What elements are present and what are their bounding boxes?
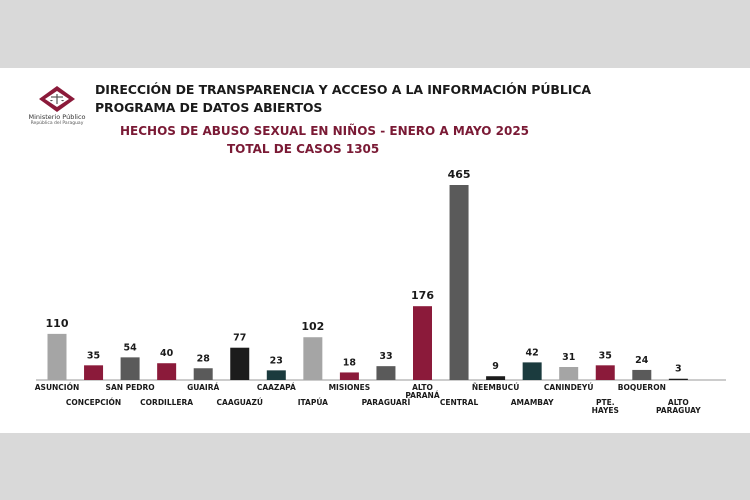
chart-subtitle: TOTAL DE CASOS 1305: [227, 142, 380, 156]
category-label-itapua: ITAPÚA: [298, 398, 328, 407]
category-label-misiones: MISIONES: [329, 383, 371, 392]
value-label-itapua: 102: [301, 320, 324, 333]
org-line-2: PROGRAMA DE DATOS ABIERTOS: [95, 100, 323, 115]
category-label-concepcion: CONCEPCIÓN: [66, 398, 121, 407]
value-label-amambay: 42: [526, 347, 539, 358]
category-label-alto-parana-line2: PARANÁ: [405, 391, 439, 400]
bar-neembucu: [486, 376, 506, 380]
category-label-san-pedro: SAN PEDRO: [106, 383, 155, 392]
value-label-canindeyu: 31: [562, 352, 575, 363]
value-label-san-pedro: 54: [123, 342, 137, 353]
ministerio-logo: Ministerio Público República del Paragua…: [22, 85, 92, 133]
value-label-alto-parana: 176: [411, 289, 434, 302]
value-label-misiones: 18: [343, 357, 357, 368]
category-label-paraguari: PARAGUARÍ: [362, 398, 411, 407]
org-line-1: DIRECCIÓN DE TRANSPARENCIA Y ACCESO A LA…: [95, 82, 591, 97]
bar-chart: 110 ASUNCIÓN 35 CONCEPCIÓN 54 SAN PEDRO 40 CORD…: [35, 168, 726, 415]
bar-itapua: [303, 337, 323, 380]
bar-central: [449, 185, 469, 380]
bar-canindeyu: [559, 367, 579, 380]
category-label-pte-hayes-line2: HAYES: [592, 406, 619, 415]
category-label-central: CENTRAL: [440, 398, 479, 407]
category-label-pte-hayes-line1: PTE.: [596, 398, 615, 407]
value-label-asuncion: 110: [46, 317, 69, 330]
value-label-alto-paraguay: 3: [675, 364, 682, 375]
value-label-concepcion: 35: [87, 350, 100, 361]
value-label-central: 465: [448, 168, 471, 181]
value-label-caazapa: 23: [270, 355, 283, 366]
value-label-paraguari: 33: [379, 351, 392, 362]
category-label-alto-paraguay-line1: ALTO: [668, 398, 689, 407]
chart-title: HECHOS DE ABUSO SEXUAL EN NIÑOS - ENERO …: [120, 124, 530, 138]
category-label-alto-parana-line1: ALTO: [412, 383, 433, 392]
value-label-boqueron: 24: [635, 355, 649, 366]
category-label-caazapa: CAAZAPÁ: [257, 383, 296, 392]
category-label-canindeyu: CANINDEYÚ: [544, 383, 594, 392]
bar-san-pedro: [120, 357, 140, 380]
category-label-asuncion: ASUNCIÓN: [35, 383, 80, 392]
logo-subtitle: República del Paraguay: [30, 121, 84, 126]
value-label-pte-hayes: 35: [599, 350, 612, 361]
bar-alto-paraguay: [668, 378, 688, 380]
value-label-neembucu: 9: [492, 361, 499, 372]
category-label-boqueron: BOQUERON: [618, 383, 666, 392]
bar-alto-parana: [413, 306, 432, 380]
category-label-caaguazu: CAAGUAZÚ: [217, 398, 263, 407]
category-label-alto-paraguay-line2: PARAGUAY: [656, 406, 701, 415]
bar-paraguari: [376, 366, 396, 380]
category-label-guaira: GUAIRÁ: [187, 383, 219, 392]
category-label-cordillera: CORDILLERA: [140, 398, 193, 407]
bar-caazapa: [266, 370, 286, 380]
category-label-neembucu: ÑEEMBUCÚ: [472, 383, 519, 392]
category-label-amambay: AMAMBAY: [511, 398, 554, 407]
bar-pte-hayes: [595, 365, 615, 380]
bar-misiones: [339, 372, 359, 380]
bar-boqueron: [632, 369, 652, 380]
chart-card: Ministerio Público República del Paragua…: [0, 68, 750, 433]
bar-guaira: [193, 368, 213, 380]
bar-asuncion: [47, 333, 67, 380]
value-label-cordillera: 40: [160, 348, 174, 359]
value-label-guaira: 28: [197, 353, 211, 364]
bar-concepcion: [84, 365, 104, 380]
value-label-caaguazu: 77: [233, 333, 246, 344]
bar-cordillera: [157, 363, 177, 380]
bar-amambay: [522, 362, 542, 380]
bar-caaguazu: [230, 347, 250, 380]
logo-name: Ministerio Público: [28, 113, 86, 121]
ministerio-emblem-icon: [39, 86, 75, 112]
